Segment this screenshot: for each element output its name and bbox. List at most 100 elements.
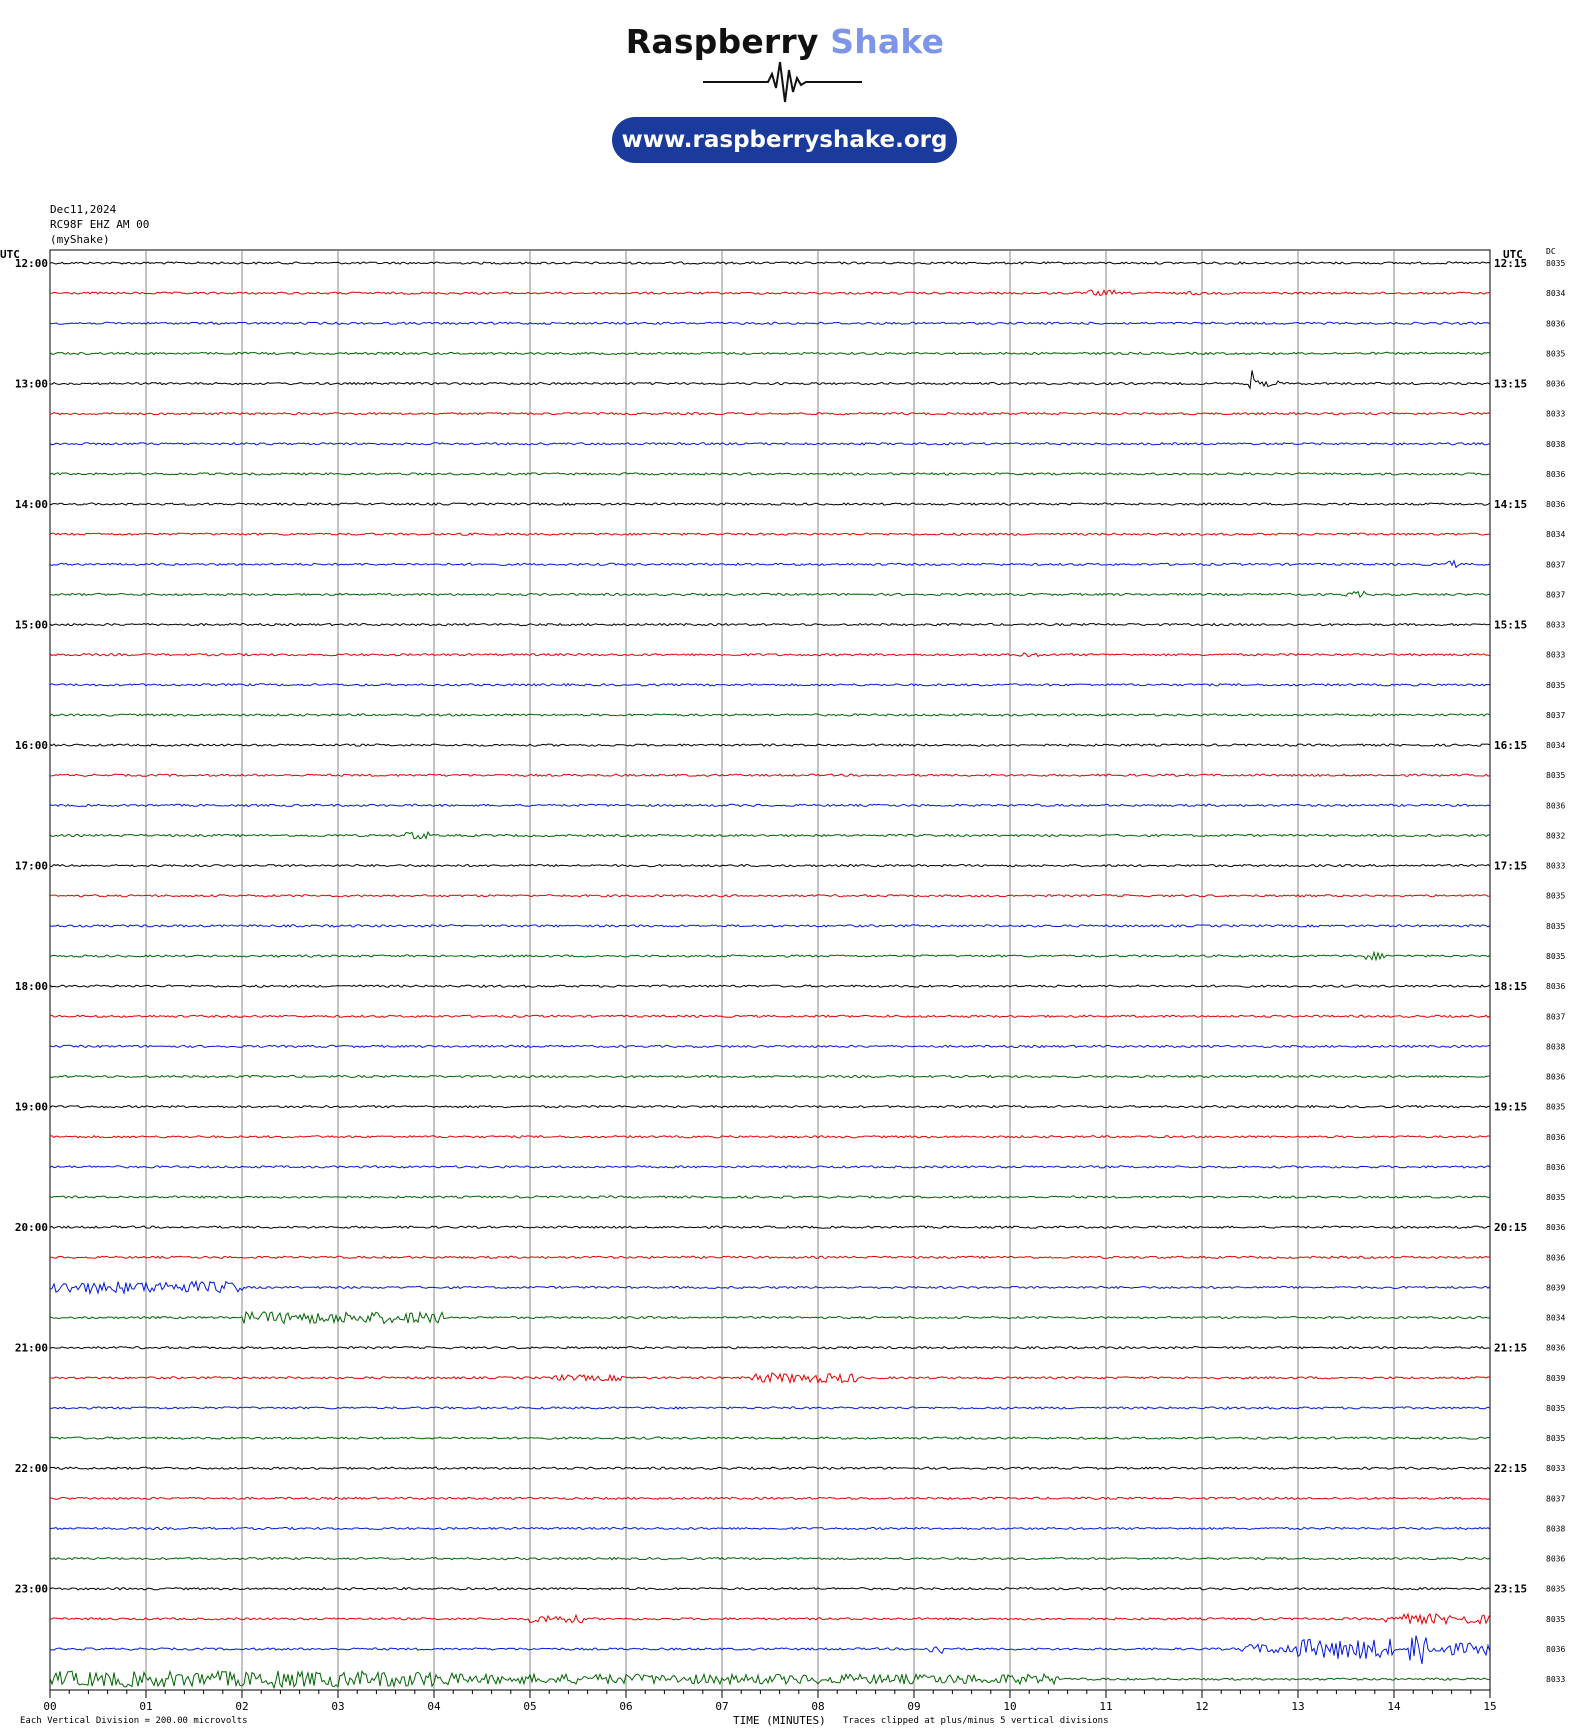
dc-offset-value: 8037: [1546, 560, 1565, 569]
x-tick-label: 11: [1099, 1700, 1112, 1713]
dc-offset-value: 8034: [1546, 530, 1565, 539]
seismic-trace: [49, 1279, 1491, 1296]
brand-word-shake: Shake: [830, 22, 945, 61]
x-tick-label: 10: [1003, 1700, 1016, 1713]
seismic-trace: [49, 1310, 1491, 1325]
right-hour-label: 20:15: [1494, 1221, 1527, 1234]
dc-offset-value: 8037: [1546, 711, 1565, 720]
dc-offset-value: 8039: [1546, 1374, 1565, 1383]
dc-offset-value: 8034: [1546, 289, 1565, 298]
axis-labels: 12:00 13:00 14:00 15:00 16:00 17:00 18:00 19:00…: [0, 247, 1565, 1713]
seismic-trace: [49, 1345, 1491, 1350]
left-hour-label: 14:00: [15, 498, 48, 511]
network-name: (myShake): [50, 233, 110, 246]
dc-offset-value: 8034: [1546, 1314, 1565, 1323]
seismic-trace: [49, 1044, 1491, 1049]
brand-wordmark: Raspberry Shake: [0, 22, 1570, 61]
dc-offset-value: 8033: [1546, 1675, 1565, 1684]
x-tick-label: 15: [1483, 1700, 1496, 1713]
x-axis-title: TIME (MINUTES): [733, 1714, 826, 1727]
dc-offset-value: 8036: [1546, 1163, 1565, 1172]
dc-offset-value: 8038: [1546, 1524, 1565, 1533]
seismic-trace: [49, 1556, 1491, 1561]
seismic-trace: [49, 622, 1491, 627]
dc-offset-value: 8036: [1546, 470, 1565, 479]
vertical-scale-note: Each Vertical Division = 200.00 microvol…: [20, 1716, 248, 1726]
seismic-trace: [49, 1225, 1491, 1229]
seismic-trace: [49, 289, 1491, 297]
seismic-trace: [49, 743, 1491, 747]
left-hour-label: 12:00: [15, 257, 48, 270]
dc-offset-value: 8035: [1546, 1103, 1565, 1112]
dc-offset-value: 8035: [1546, 1193, 1565, 1202]
seismic-trace: [49, 1074, 1491, 1079]
dc-offset-value: 8035: [1546, 349, 1565, 358]
dc-offset-value: 8032: [1546, 831, 1565, 840]
seismic-trace: [49, 370, 1491, 390]
dc-offset-value: 8033: [1546, 862, 1565, 871]
right-hour-label: 16:15: [1494, 739, 1527, 752]
right-hour-label: 15:15: [1494, 619, 1527, 632]
right-hour-label: 17:15: [1494, 860, 1527, 873]
seismic-trace: [49, 713, 1491, 717]
x-tick-label: 02: [235, 1700, 248, 1713]
x-tick-label: 12: [1195, 1700, 1208, 1713]
left-hour-label: 17:00: [15, 860, 48, 873]
right-hour-label: 19:15: [1494, 1101, 1527, 1114]
dc-offset-value: 8037: [1546, 1494, 1565, 1503]
dc-offset-value: 8039: [1546, 1283, 1565, 1292]
dc-offset-value: 8036: [1546, 982, 1565, 991]
seismic-trace: [49, 803, 1491, 808]
dc-offset-value: 8033: [1546, 651, 1565, 660]
dc-offset-value: 8033: [1546, 410, 1565, 419]
left-hour-label: 13:00: [15, 378, 48, 391]
raspberry-shake-logo: Raspberry Shake www.raspberryshake.org: [0, 0, 1570, 175]
left-hour-label: 23:00: [15, 1583, 48, 1596]
left-axis-title: UTC: [0, 248, 20, 261]
seismic-trace: [49, 1135, 1491, 1139]
helicorder-date: Dec11,2024: [50, 203, 117, 216]
station-code: RC98F EHZ AM 00: [50, 218, 150, 231]
seismic-trace: [49, 1165, 1491, 1169]
seismic-trace: [49, 1466, 1491, 1470]
dc-offset-value: 8036: [1546, 500, 1565, 509]
dc-offset-value: 8038: [1546, 440, 1565, 449]
dc-offset-value: 8033: [1546, 1464, 1565, 1473]
website-url-badge[interactable]: www.raspberryshake.org: [612, 117, 957, 163]
seismic-trace: [49, 1195, 1491, 1199]
right-hour-label: 12:15: [1494, 257, 1527, 270]
dc-offset-value: 8036: [1546, 319, 1565, 328]
left-hour-label: 15:00: [15, 619, 48, 632]
seismic-trace: [49, 1635, 1491, 1665]
seismic-trace: [49, 532, 1491, 536]
seismic-trace: [49, 863, 1491, 868]
left-hour-label: 20:00: [15, 1221, 48, 1234]
seismic-trace: [49, 590, 1491, 599]
seismic-trace: [49, 1496, 1491, 1501]
dc-offset-value: 8035: [1546, 1434, 1565, 1443]
seismic-trace: [49, 559, 1491, 569]
x-tick-label: 05: [523, 1700, 536, 1713]
right-hour-label: 14:15: [1494, 498, 1527, 511]
dc-column-title: DC: [1546, 247, 1556, 256]
seismograph-squiggle-icon: [703, 61, 862, 103]
right-hour-label: 21:15: [1494, 1342, 1527, 1355]
x-tick-label: 07: [715, 1700, 728, 1713]
dc-offset-value: 8035: [1546, 259, 1565, 268]
plot-grid: [49, 249, 1491, 1698]
brand-word-raspberry: Raspberry: [625, 22, 819, 61]
x-tick-label: 09: [907, 1700, 920, 1713]
dc-offset-value: 8036: [1546, 1223, 1565, 1232]
seismic-trace: [49, 773, 1491, 778]
dc-offset-value: 8035: [1546, 892, 1565, 901]
seismic-trace: [50, 1436, 1491, 1440]
dc-offset-value: 8036: [1546, 1344, 1565, 1353]
dc-offset-value: 8035: [1546, 1615, 1565, 1624]
seismic-trace: [49, 830, 1491, 840]
x-tick-label: 04: [427, 1700, 441, 1713]
seismic-trace: [49, 924, 1491, 928]
dc-offset-value: 8038: [1546, 1042, 1565, 1051]
seismic-trace: [49, 1669, 1491, 1690]
seismic-trace: [49, 321, 1491, 325]
